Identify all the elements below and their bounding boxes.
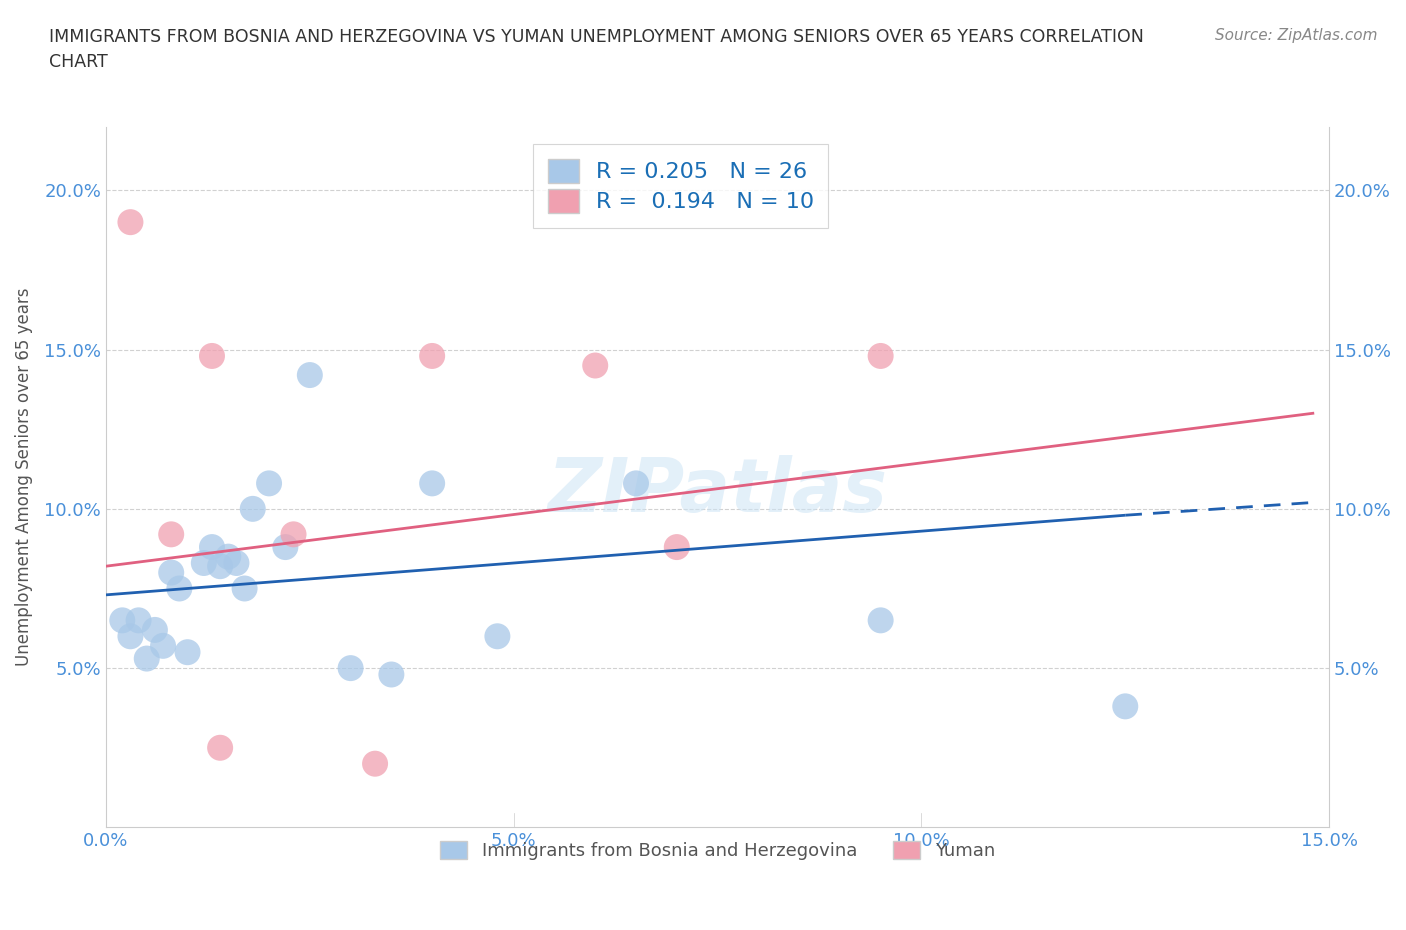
Point bbox=[257, 476, 280, 491]
Point bbox=[420, 476, 443, 491]
Point bbox=[583, 358, 606, 373]
Text: Source: ZipAtlas.com: Source: ZipAtlas.com bbox=[1215, 28, 1378, 43]
Point bbox=[201, 539, 224, 554]
Point bbox=[160, 565, 183, 580]
Point bbox=[120, 215, 142, 230]
Point bbox=[233, 581, 256, 596]
Point bbox=[274, 539, 297, 554]
Point bbox=[176, 644, 198, 659]
Point bbox=[128, 613, 150, 628]
Point bbox=[169, 581, 191, 596]
Point bbox=[665, 539, 688, 554]
Point bbox=[869, 349, 891, 364]
Point bbox=[217, 550, 239, 565]
Point bbox=[209, 740, 232, 755]
Point bbox=[193, 555, 215, 570]
Point bbox=[624, 476, 647, 491]
Point bbox=[120, 629, 142, 644]
Legend: Immigrants from Bosnia and Herzegovina, Yuman: Immigrants from Bosnia and Herzegovina, … bbox=[433, 833, 1002, 868]
Point bbox=[152, 638, 174, 653]
Text: IMMIGRANTS FROM BOSNIA AND HERZEGOVINA VS YUMAN UNEMPLOYMENT AMONG SENIORS OVER : IMMIGRANTS FROM BOSNIA AND HERZEGOVINA V… bbox=[49, 28, 1144, 71]
Point bbox=[225, 555, 247, 570]
Point bbox=[201, 349, 224, 364]
Point bbox=[339, 660, 361, 675]
Text: ZIPatlas: ZIPatlas bbox=[547, 455, 887, 527]
Point bbox=[111, 613, 134, 628]
Point bbox=[364, 756, 387, 771]
Point bbox=[380, 667, 402, 682]
Point bbox=[135, 651, 157, 666]
Point bbox=[209, 559, 232, 574]
Point bbox=[1114, 699, 1136, 714]
Y-axis label: Unemployment Among Seniors over 65 years: Unemployment Among Seniors over 65 years bbox=[15, 287, 32, 666]
Point bbox=[283, 527, 305, 542]
Point bbox=[298, 367, 321, 382]
Point bbox=[486, 629, 509, 644]
Point bbox=[143, 622, 166, 637]
Point bbox=[420, 349, 443, 364]
Point bbox=[160, 527, 183, 542]
Point bbox=[869, 613, 891, 628]
Point bbox=[242, 501, 264, 516]
